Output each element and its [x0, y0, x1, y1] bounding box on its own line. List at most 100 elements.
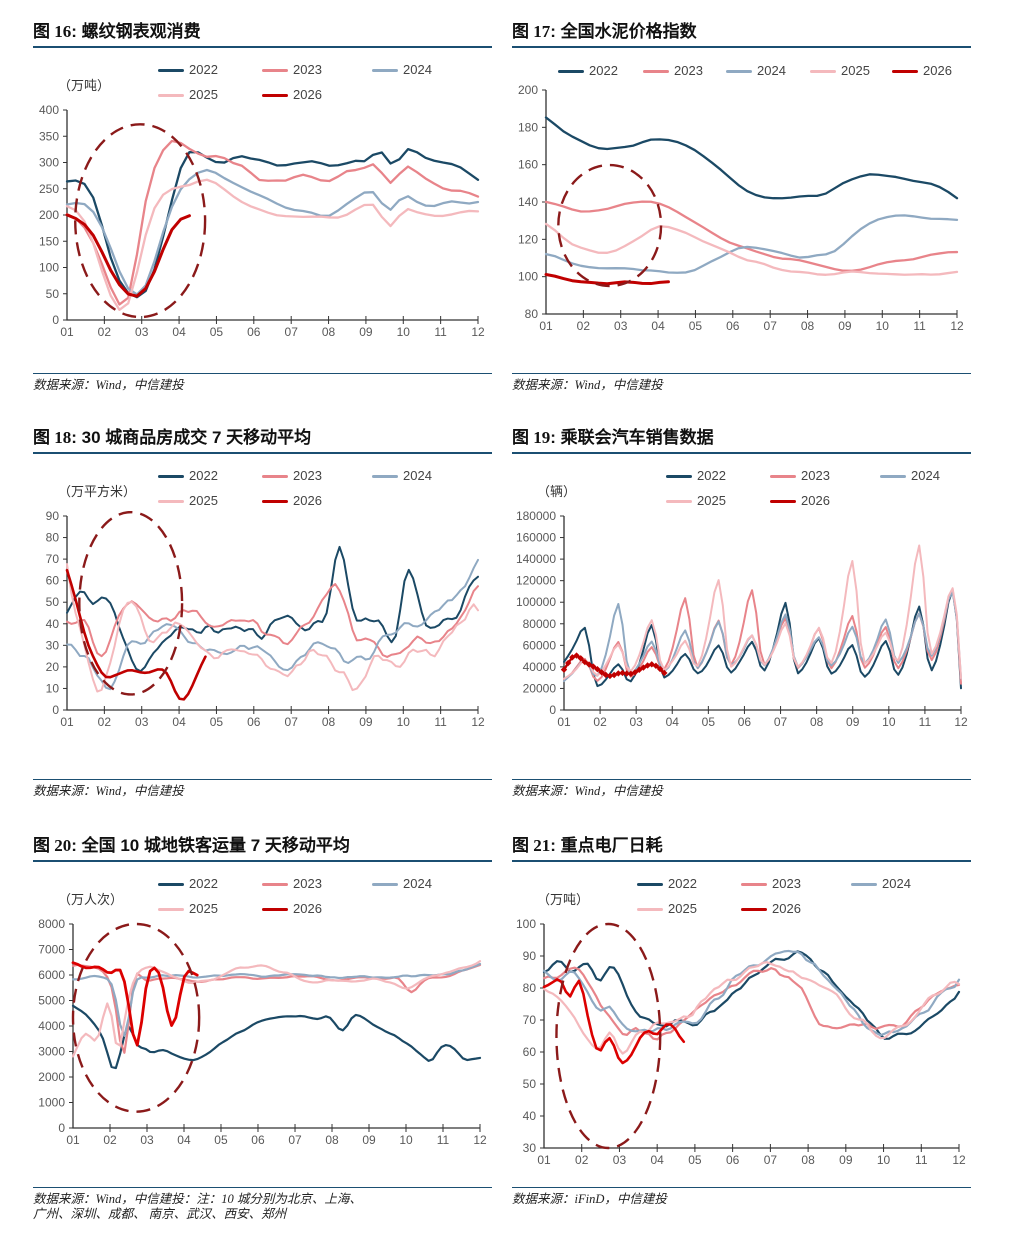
- svg-text:10: 10: [877, 1153, 891, 1167]
- svg-text:12: 12: [471, 325, 485, 339]
- svg-text:08: 08: [325, 1133, 339, 1147]
- svg-text:01: 01: [66, 1133, 80, 1147]
- svg-text:10: 10: [882, 715, 896, 729]
- svg-text:11: 11: [915, 1153, 928, 1167]
- svg-text:08: 08: [322, 715, 336, 729]
- svg-text:3000: 3000: [38, 1045, 65, 1059]
- svg-text:30: 30: [46, 638, 60, 652]
- svg-text:150: 150: [39, 234, 59, 248]
- svg-text:08: 08: [322, 325, 336, 339]
- svg-text:5000: 5000: [38, 994, 65, 1008]
- svg-text:08: 08: [801, 1153, 815, 1167]
- svg-text:09: 09: [362, 1133, 376, 1147]
- svg-text:120: 120: [518, 232, 538, 246]
- svg-text:04: 04: [651, 319, 665, 333]
- svg-text:12: 12: [473, 1133, 487, 1147]
- svg-text:09: 09: [839, 1153, 853, 1167]
- svg-text:04: 04: [172, 715, 186, 729]
- svg-text:02: 02: [98, 715, 112, 729]
- svg-text:40: 40: [523, 1109, 537, 1123]
- svg-text:05: 05: [210, 715, 224, 729]
- svg-text:200: 200: [39, 208, 59, 222]
- svg-text:04: 04: [177, 1133, 191, 1147]
- svg-text:70: 70: [46, 552, 60, 566]
- svg-text:160: 160: [518, 158, 538, 172]
- svg-text:10: 10: [46, 681, 60, 695]
- svg-text:50: 50: [46, 287, 60, 301]
- svg-text:80: 80: [523, 981, 537, 995]
- svg-text:90: 90: [46, 511, 60, 523]
- svg-text:7000: 7000: [38, 943, 65, 957]
- svg-text:05: 05: [689, 319, 703, 333]
- svg-text:0: 0: [58, 1121, 65, 1135]
- svg-text:08: 08: [801, 319, 815, 333]
- svg-text:10: 10: [876, 319, 890, 333]
- svg-text:01: 01: [539, 319, 553, 333]
- svg-text:07: 07: [285, 325, 299, 339]
- svg-text:08: 08: [810, 715, 824, 729]
- svg-text:02: 02: [103, 1133, 117, 1147]
- svg-text:03: 03: [135, 715, 149, 729]
- svg-text:80000: 80000: [523, 617, 557, 631]
- svg-text:180000: 180000: [516, 511, 556, 523]
- svg-text:10: 10: [399, 1133, 413, 1147]
- svg-text:10: 10: [397, 715, 411, 729]
- svg-text:200: 200: [518, 85, 538, 97]
- svg-text:11: 11: [919, 715, 932, 729]
- svg-text:06: 06: [726, 1153, 740, 1167]
- svg-text:100: 100: [516, 919, 536, 931]
- svg-text:01: 01: [60, 715, 74, 729]
- svg-text:0: 0: [52, 313, 59, 327]
- svg-text:80: 80: [525, 307, 539, 321]
- svg-text:100: 100: [518, 270, 538, 284]
- svg-text:01: 01: [60, 325, 74, 339]
- svg-text:4000: 4000: [38, 1019, 65, 1033]
- svg-text:140000: 140000: [516, 552, 556, 566]
- svg-text:11: 11: [434, 325, 447, 339]
- svg-text:02: 02: [593, 715, 607, 729]
- svg-text:05: 05: [688, 1153, 702, 1167]
- svg-text:12: 12: [952, 1153, 966, 1167]
- svg-text:0: 0: [549, 703, 556, 717]
- svg-text:11: 11: [913, 319, 926, 333]
- svg-text:90: 90: [523, 949, 537, 963]
- svg-text:20: 20: [46, 660, 60, 674]
- svg-text:06: 06: [247, 715, 261, 729]
- svg-text:100000: 100000: [516, 595, 556, 609]
- svg-text:06: 06: [251, 1133, 265, 1147]
- svg-text:0: 0: [52, 703, 59, 717]
- svg-text:400: 400: [39, 105, 59, 117]
- svg-text:40: 40: [46, 617, 60, 631]
- svg-text:30: 30: [523, 1141, 537, 1155]
- svg-text:03: 03: [614, 319, 628, 333]
- svg-text:09: 09: [838, 319, 852, 333]
- svg-text:8000: 8000: [38, 919, 65, 931]
- svg-text:04: 04: [666, 715, 680, 729]
- svg-text:03: 03: [613, 1153, 627, 1167]
- svg-text:70: 70: [523, 1013, 537, 1027]
- svg-text:09: 09: [359, 325, 373, 339]
- svg-text:11: 11: [437, 1133, 450, 1147]
- svg-text:20000: 20000: [523, 681, 557, 695]
- svg-text:180: 180: [518, 120, 538, 134]
- svg-text:01: 01: [537, 1153, 551, 1167]
- svg-text:05: 05: [214, 1133, 228, 1147]
- svg-text:12: 12: [954, 715, 968, 729]
- svg-text:04: 04: [172, 325, 186, 339]
- svg-text:80: 80: [46, 531, 60, 545]
- svg-text:50: 50: [46, 595, 60, 609]
- svg-text:60000: 60000: [523, 638, 557, 652]
- svg-text:300: 300: [39, 156, 59, 170]
- svg-text:07: 07: [288, 1133, 302, 1147]
- svg-text:350: 350: [39, 129, 59, 143]
- svg-text:06: 06: [726, 319, 740, 333]
- svg-text:6000: 6000: [38, 968, 65, 982]
- svg-text:03: 03: [629, 715, 643, 729]
- svg-text:02: 02: [575, 1153, 589, 1167]
- svg-text:05: 05: [210, 325, 224, 339]
- svg-text:250: 250: [39, 182, 59, 196]
- svg-text:40000: 40000: [523, 660, 557, 674]
- svg-text:02: 02: [577, 319, 591, 333]
- svg-text:11: 11: [434, 715, 447, 729]
- svg-text:01: 01: [557, 715, 571, 729]
